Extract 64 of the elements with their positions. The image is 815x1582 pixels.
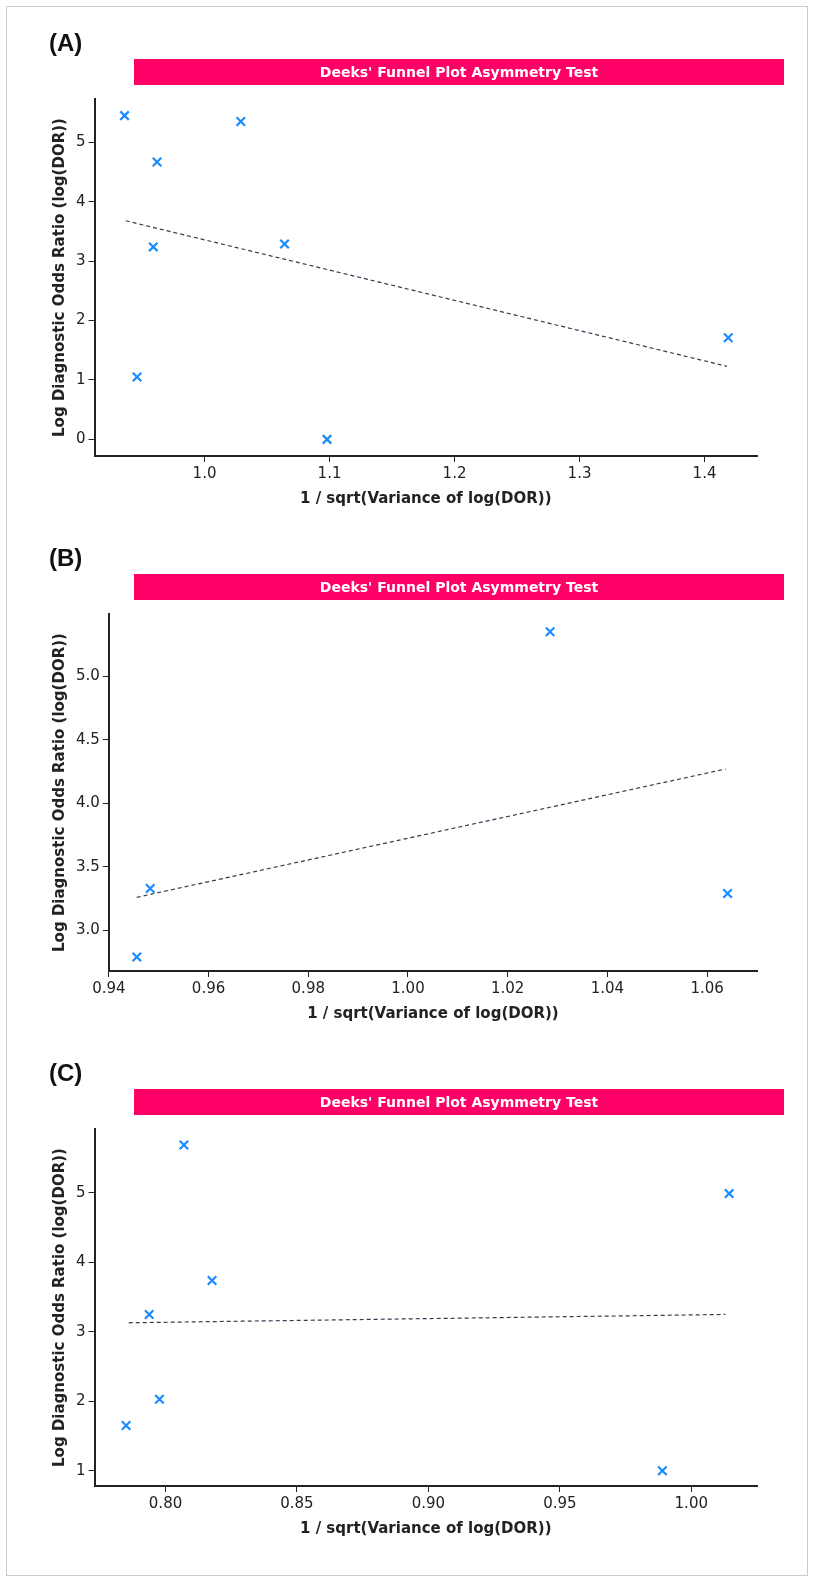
point (131, 951, 143, 963)
y-tick-label: 4.0 (76, 793, 100, 812)
point (147, 241, 159, 253)
x-axis-title: 1 / sqrt(Variance of log(DOR)) (300, 1518, 552, 1537)
y-tick-label: 3.5 (76, 856, 100, 875)
text: (C) (49, 1059, 83, 1087)
point (722, 332, 734, 344)
point (206, 1275, 218, 1286)
y-tick-label: 0 (76, 429, 86, 448)
x-tick-label: 0.90 (411, 1493, 446, 1512)
x-tick-label: 1.00 (391, 978, 425, 997)
point (657, 1465, 668, 1477)
x-tick-label: 1.2 (442, 463, 467, 482)
y-tick-label: 3 (76, 251, 86, 270)
point (120, 1420, 132, 1431)
x-tick-label: 0.94 (92, 978, 126, 997)
point (178, 1139, 190, 1151)
y-tick-label: 4 (76, 191, 86, 210)
y-tick-label: 4.5 (76, 729, 100, 748)
point (131, 371, 143, 383)
chart-title: Deeks' Funnel Plot Asymmetry Test (134, 59, 784, 85)
x-tick-label: 0.85 (280, 1493, 314, 1512)
x-tick-label: 1.1 (317, 463, 342, 482)
point (544, 626, 556, 638)
chart-title: Deeks' Funnel Plot Asymmetry Test (134, 1089, 784, 1115)
point (144, 883, 156, 894)
point (321, 434, 333, 445)
y-tick-label: 4 (76, 1252, 86, 1271)
y-tick-label: 5.0 (76, 666, 100, 685)
x-tick-label: 0.96 (191, 978, 226, 997)
y-tick-label: 5 (76, 1182, 86, 1201)
point (279, 238, 290, 250)
point (154, 1393, 165, 1405)
y-axis-title: Log Diagnostic Odds Ratio (log(DOR)) (49, 633, 68, 952)
x-tick-label: 0.80 (148, 1493, 183, 1512)
text: (B) (49, 544, 83, 572)
y-tick-label: 1 (76, 1460, 86, 1479)
x-axis-title: 1 / sqrt(Variance of log(DOR)) (300, 488, 552, 507)
point (722, 888, 733, 899)
point (151, 156, 163, 168)
y-tick-label: 1 (76, 369, 86, 388)
x-tick-label: 1.0 (192, 463, 217, 482)
x-axis-title: 1 / sqrt(Variance of log(DOR)) (307, 1003, 559, 1022)
x-tick-label: 1.04 (590, 978, 625, 997)
point (723, 1188, 735, 1199)
y-tick-label: 3.0 (76, 920, 100, 939)
x-tick-label: 1.3 (567, 463, 592, 482)
x-tick-label: 1.02 (491, 978, 525, 997)
y-tick-label: 2 (76, 310, 86, 329)
y-tick-label: 3 (76, 1321, 86, 1340)
y-axis-title: Log Diagnostic Odds Ratio (log(DOR)) (49, 118, 68, 437)
x-tick-label: 1.00 (674, 1493, 708, 1512)
x-tick-label: 0.98 (291, 978, 325, 997)
x-tick-label: 1.06 (690, 978, 724, 997)
point (235, 116, 247, 127)
point (119, 110, 130, 121)
x-tick-label: 1.4 (692, 463, 717, 482)
y-axis-title: Log Diagnostic Odds Ratio (log(DOR)) (49, 1148, 68, 1467)
y-tick-label: 2 (76, 1391, 86, 1410)
text: (A) (49, 29, 83, 57)
point (143, 1309, 155, 1320)
x-tick-label: 0.95 (543, 1493, 577, 1512)
chart-title: Deeks' Funnel Plot Asymmetry Test (134, 574, 784, 600)
y-tick-label: 5 (76, 132, 86, 151)
